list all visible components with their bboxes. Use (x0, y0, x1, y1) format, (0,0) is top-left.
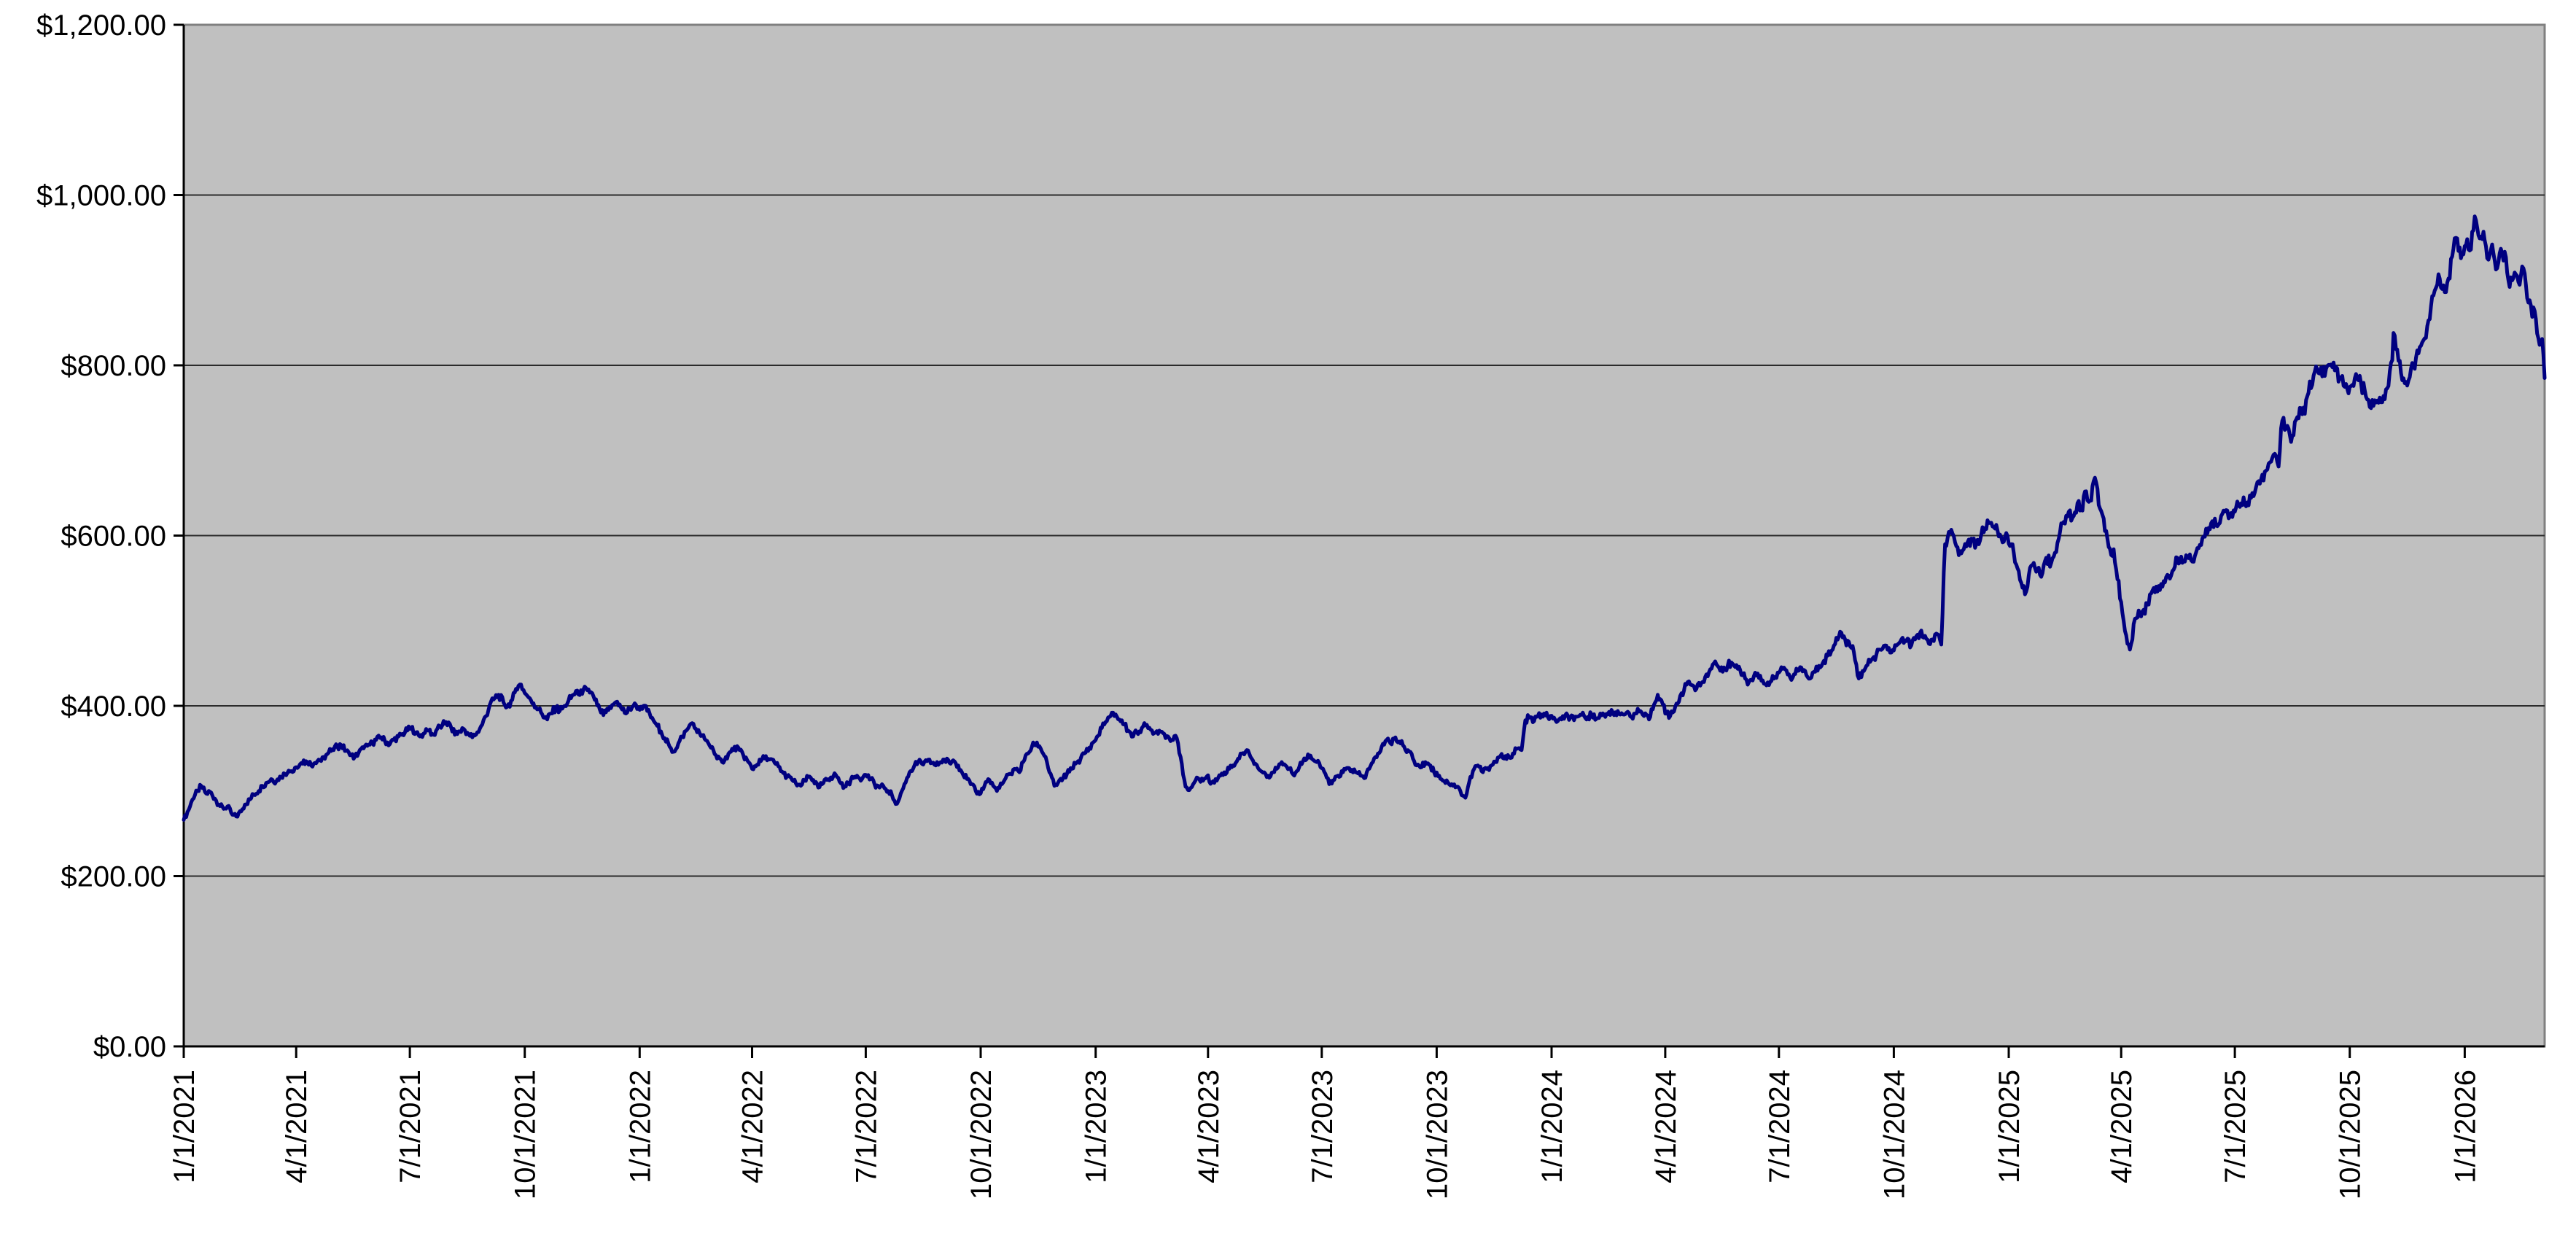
x-axis-label: 1/1/2026 (2449, 1070, 2481, 1183)
x-axis-label: 1/1/2024 (1536, 1070, 1568, 1183)
y-axis-label: $0.00 (93, 1031, 166, 1063)
x-axis-label: 7/1/2022 (850, 1070, 882, 1183)
x-axis-label: 10/1/2025 (2335, 1070, 2367, 1199)
y-axis-label: $1,000.00 (36, 180, 166, 212)
x-axis: 1/1/2021 4/1/2021 7/1/2021 10/1/2021 1/1/202… (168, 1046, 2481, 1199)
x-axis-label: 10/1/2021 (510, 1070, 542, 1199)
x-axis-label: 7/1/2024 (1764, 1070, 1796, 1183)
x-axis-label: 1/1/2025 (1993, 1070, 2026, 1183)
x-axis-label: 10/1/2022 (965, 1070, 997, 1199)
x-axis-label: 7/1/2023 (1307, 1070, 1339, 1183)
price-line-series (182, 214, 2547, 822)
x-axis-label: 10/1/2024 (1878, 1070, 1910, 1199)
y-axis-label: $200.00 (61, 861, 166, 893)
x-axis-label: 4/1/2022 (737, 1070, 769, 1183)
x-axis-label: 4/1/2021 (281, 1070, 313, 1183)
x-axis-label: 7/1/2021 (394, 1070, 427, 1183)
x-axis-label: 1/1/2022 (624, 1070, 656, 1183)
x-axis-label: 1/1/2021 (168, 1070, 201, 1183)
x-axis-label: 4/1/2023 (1193, 1070, 1225, 1183)
y-axis: $0.00 $200.00 $400.00 $600.00 $800.00 $1,000.… (36, 9, 184, 1063)
y-axis-label: $600.00 (61, 521, 166, 553)
y-axis-label: $800.00 (61, 350, 166, 382)
y-axis-label: $400.00 (61, 691, 166, 723)
x-axis-label: 7/1/2025 (2219, 1070, 2252, 1183)
y-gridlines (184, 194, 2545, 877)
x-axis-label: 4/1/2025 (2106, 1070, 2138, 1183)
x-axis-label: 1/1/2023 (1081, 1070, 1113, 1183)
x-axis-label: 4/1/2024 (1650, 1070, 1682, 1183)
x-axis-label: 10/1/2023 (1421, 1070, 1453, 1199)
y-axis-label: $1,200.00 (36, 9, 166, 42)
